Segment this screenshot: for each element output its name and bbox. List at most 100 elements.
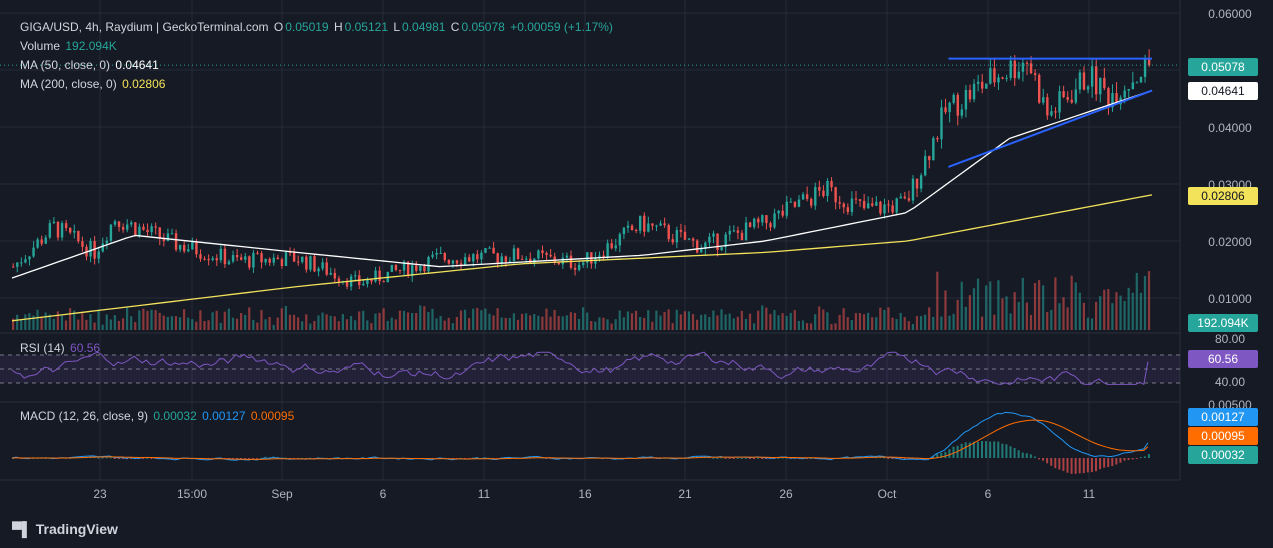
volume-bar bbox=[28, 313, 31, 330]
volume-bar bbox=[516, 319, 520, 330]
volume-bar bbox=[797, 320, 800, 330]
volume-bar bbox=[606, 319, 609, 330]
volume-bar bbox=[748, 313, 752, 330]
macd-hist-bar bbox=[1090, 458, 1093, 473]
macd-hist-bar bbox=[1017, 450, 1020, 458]
volume-bar bbox=[459, 310, 463, 330]
macd-hist-bar bbox=[903, 458, 906, 460]
volume-bar bbox=[341, 314, 344, 330]
candle-body bbox=[195, 241, 198, 255]
volume-bar bbox=[130, 316, 133, 330]
volume-bar bbox=[382, 308, 385, 330]
volume-bar bbox=[411, 312, 414, 330]
volume-bar bbox=[337, 321, 340, 330]
volume-bar bbox=[443, 320, 446, 330]
volume-bar bbox=[463, 309, 467, 330]
volume-bar bbox=[976, 278, 980, 330]
price-tick: 0.04000 bbox=[1208, 121, 1252, 135]
candle-body bbox=[614, 245, 617, 249]
candle-body bbox=[1001, 77, 1004, 79]
candle-body bbox=[1095, 66, 1098, 95]
ma200-legend: MA (200, close, 0) 0.02806 bbox=[20, 77, 166, 91]
x-tick: 15:00 bbox=[176, 487, 208, 501]
tradingview-logo[interactable]: ▀▌ TradingView bbox=[12, 521, 118, 537]
macd-hist-bar bbox=[740, 457, 743, 459]
macd-hist-bar bbox=[748, 458, 751, 459]
candle-body bbox=[252, 252, 255, 268]
candle-body bbox=[496, 253, 499, 263]
volume-bar bbox=[109, 319, 112, 330]
candle-body bbox=[77, 230, 80, 242]
candle-body bbox=[354, 275, 357, 277]
candle-body bbox=[761, 215, 764, 223]
candle-body bbox=[968, 89, 972, 100]
volume-bar bbox=[215, 310, 218, 330]
volume-bar bbox=[590, 321, 593, 330]
candle-body bbox=[64, 223, 68, 229]
volume-bar bbox=[952, 313, 955, 330]
candle-body bbox=[948, 102, 951, 113]
open-value: 0.05019 bbox=[285, 20, 329, 34]
volume-bar bbox=[16, 314, 19, 330]
candle-body bbox=[451, 260, 455, 264]
macd-hist-bar bbox=[732, 458, 735, 459]
volume-bar bbox=[972, 288, 976, 330]
macd-hist-bar bbox=[260, 457, 263, 459]
rsi-tag: 60.56 bbox=[1188, 350, 1258, 368]
volume-bar bbox=[174, 316, 178, 330]
candle-body bbox=[1103, 77, 1106, 89]
macd-hist-bar bbox=[235, 458, 238, 460]
candle-body bbox=[93, 241, 96, 259]
candle-body bbox=[231, 254, 235, 262]
volume-bar bbox=[252, 319, 255, 330]
volume-bar bbox=[520, 313, 524, 330]
candle-body bbox=[170, 233, 174, 235]
volume-bar bbox=[777, 315, 780, 330]
candle-body bbox=[834, 187, 837, 203]
volume-bar bbox=[1017, 302, 1020, 330]
candle-body bbox=[671, 239, 674, 243]
volume-bar bbox=[93, 322, 96, 330]
volume-bar bbox=[610, 323, 613, 330]
macd-hist-bar bbox=[887, 458, 890, 459]
x-tick: 6 bbox=[379, 487, 387, 501]
candle-body bbox=[1046, 97, 1049, 116]
volume-bar bbox=[891, 317, 894, 330]
macd-hist-bar bbox=[1054, 458, 1057, 469]
macd-hist-bar bbox=[1082, 458, 1085, 474]
volume-bar bbox=[325, 314, 328, 330]
volume-bar bbox=[32, 315, 35, 330]
volume-bar bbox=[899, 312, 902, 330]
ohlc-legend: GIGA/USD, 4h, Raydium | GeckoTerminal.co… bbox=[20, 20, 613, 34]
candle-body bbox=[724, 234, 727, 248]
change-value: +0.00059 (+1.17%) bbox=[510, 20, 613, 34]
volume-bar bbox=[553, 309, 556, 330]
candle-body bbox=[871, 203, 874, 206]
volume-bar bbox=[56, 311, 59, 330]
volume-bar bbox=[227, 308, 230, 330]
candle-body bbox=[150, 226, 153, 233]
volume-bar bbox=[781, 313, 784, 330]
volume-bar bbox=[423, 306, 426, 330]
candle-body bbox=[748, 222, 752, 228]
candle-body bbox=[757, 218, 760, 223]
volume-bar bbox=[691, 314, 695, 330]
candle-body bbox=[537, 250, 540, 259]
volume-bar bbox=[268, 317, 271, 330]
candle-body bbox=[850, 198, 854, 213]
macd-hist-bar bbox=[1078, 458, 1081, 474]
candle-body bbox=[1115, 93, 1118, 105]
candle-body bbox=[492, 247, 495, 254]
x-tick: 21 bbox=[678, 487, 692, 501]
candle-body bbox=[1033, 73, 1037, 75]
volume-bar bbox=[651, 321, 654, 330]
volume-bar bbox=[398, 310, 401, 330]
volume-bar bbox=[618, 310, 621, 330]
volume-bar bbox=[1029, 314, 1033, 330]
low-value: 0.04981 bbox=[402, 20, 446, 34]
candle-body bbox=[700, 249, 703, 253]
volume-bar bbox=[712, 310, 715, 330]
candle-body bbox=[56, 221, 60, 238]
